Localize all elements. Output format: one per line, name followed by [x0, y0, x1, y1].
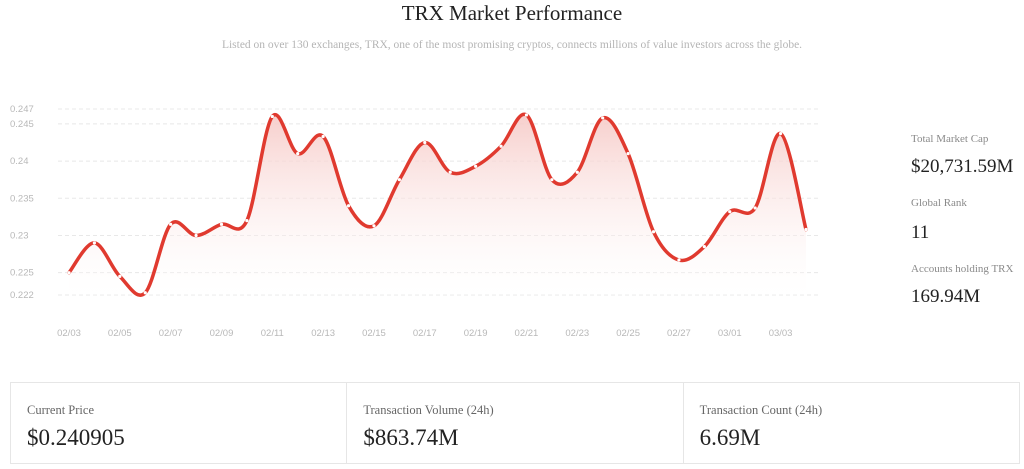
data-point: [474, 165, 477, 168]
data-point: [576, 171, 579, 174]
x-tick-label: 02/15: [362, 328, 386, 339]
stat-label-market-cap: Total Market Cap: [911, 133, 988, 145]
y-tick-label: 0.235: [10, 193, 34, 204]
card-label-current-price: Current Price: [27, 403, 346, 418]
data-point: [271, 115, 274, 118]
x-tick-label: 02/11: [261, 328, 284, 339]
x-tick-label: 02/25: [616, 328, 640, 339]
data-point: [703, 245, 706, 248]
data-point: [398, 178, 401, 181]
x-tick-label: 03/03: [769, 328, 793, 339]
x-tick-label: 02/27: [667, 328, 691, 339]
stat-label-accounts: Accounts holding TRX: [911, 263, 1013, 275]
x-tick-label: 02/09: [210, 328, 234, 339]
data-point: [423, 141, 426, 144]
stat-label-global-rank: Global Rank: [911, 197, 967, 209]
data-point: [728, 210, 731, 213]
data-point: [296, 152, 299, 155]
x-tick-label: 02/05: [108, 328, 132, 339]
x-tick-label: 03/01: [718, 328, 742, 339]
card-current-price: Current Price $0.240905: [11, 383, 347, 463]
data-point: [449, 171, 452, 174]
y-tick-label: 0.245: [10, 119, 34, 130]
x-tick-label: 02/03: [57, 328, 81, 339]
data-point: [220, 223, 223, 226]
data-point: [93, 241, 96, 244]
data-point: [169, 223, 172, 226]
x-tick-label: 02/21: [515, 328, 539, 339]
x-tick-label: 02/23: [565, 328, 589, 339]
card-value-transaction-count: 6.69M: [700, 425, 1019, 451]
data-point: [804, 228, 807, 231]
page-title: TRX Market Performance: [0, 0, 1024, 26]
card-label-transaction-count: Transaction Count (24h): [700, 403, 1019, 418]
card-value-current-price: $0.240905: [27, 425, 346, 451]
data-point: [194, 234, 197, 237]
stat-value-accounts: 169.94M: [911, 286, 980, 308]
data-point: [754, 206, 757, 209]
data-point: [322, 135, 325, 138]
x-tick-label: 02/17: [413, 328, 437, 339]
price-chart: 0.222 0.225 0.23 0.235 0.24 0.245 0.247 02/03 0…: [0, 90, 880, 350]
x-tick-label: 02/07: [159, 328, 183, 339]
data-point: [67, 271, 70, 274]
summary-cards: Current Price $0.240905 Transaction Volu…: [10, 382, 1020, 464]
data-point: [118, 275, 121, 278]
y-tick-label: 0.222: [10, 290, 34, 301]
x-tick-label: 02/13: [311, 328, 335, 339]
data-point: [347, 204, 350, 207]
y-tick-label: 0.23: [10, 230, 29, 241]
y-tick-label: 0.247: [10, 104, 34, 115]
data-point: [779, 132, 782, 135]
card-value-transaction-volume: $863.74M: [363, 425, 682, 451]
data-point: [144, 291, 147, 294]
stat-value-global-rank: 11: [911, 222, 929, 244]
data-point: [525, 113, 528, 116]
data-point: [652, 230, 655, 233]
page-subtitle: Listed on over 130 exchanges, TRX, one o…: [0, 39, 1024, 51]
card-transaction-count: Transaction Count (24h) 6.69M: [684, 383, 1019, 463]
x-tick-label: 02/19: [464, 328, 488, 339]
y-tick-label: 0.225: [10, 268, 34, 279]
data-point: [627, 152, 630, 155]
card-transaction-volume: Transaction Volume (24h) $863.74M: [347, 383, 683, 463]
data-point: [550, 178, 553, 181]
stat-value-market-cap: $20,731.59M: [911, 156, 1013, 178]
data-point: [677, 258, 680, 261]
y-tick-label: 0.24: [10, 156, 29, 167]
data-point: [245, 219, 248, 222]
card-label-transaction-volume: Transaction Volume (24h): [363, 403, 682, 418]
data-point: [499, 145, 502, 148]
data-point: [372, 224, 375, 227]
data-point: [601, 116, 604, 119]
price-area: [69, 114, 806, 295]
